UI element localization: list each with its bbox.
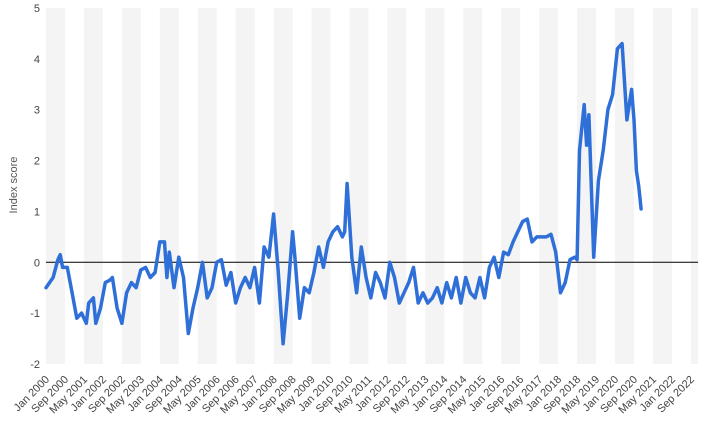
grid-band bbox=[273, 8, 293, 364]
grid-band bbox=[159, 8, 179, 364]
y-tick-label: -2 bbox=[30, 359, 40, 371]
grid-band bbox=[197, 8, 217, 364]
grid-bands bbox=[46, 8, 698, 364]
grid-band bbox=[349, 8, 369, 364]
grid-band bbox=[652, 8, 672, 364]
grid-band bbox=[690, 8, 698, 364]
grid-band bbox=[46, 8, 65, 364]
y-tick-label: 0 bbox=[34, 257, 40, 269]
grid-band bbox=[463, 8, 483, 364]
y-axis: -2 -1 0 1 2 3 4 5 bbox=[30, 3, 40, 371]
grid-band bbox=[235, 8, 255, 364]
y-tick-label: 1 bbox=[34, 206, 40, 218]
grid-band bbox=[577, 8, 597, 364]
y-tick-label: -1 bbox=[30, 308, 40, 320]
y-axis-label: Index score bbox=[8, 157, 20, 214]
y-tick-label: 4 bbox=[34, 54, 40, 66]
y-tick-label: 5 bbox=[34, 3, 40, 15]
grid-band bbox=[121, 8, 141, 364]
grid-band bbox=[501, 8, 521, 364]
grid-band bbox=[425, 8, 445, 364]
y-tick-label: 2 bbox=[34, 156, 40, 168]
grid-band bbox=[83, 8, 103, 364]
grid-band bbox=[539, 8, 559, 364]
grid-band bbox=[311, 8, 331, 364]
y-tick-label: 3 bbox=[34, 105, 40, 117]
series-line bbox=[44, 41, 643, 346]
grid-band bbox=[387, 8, 407, 364]
